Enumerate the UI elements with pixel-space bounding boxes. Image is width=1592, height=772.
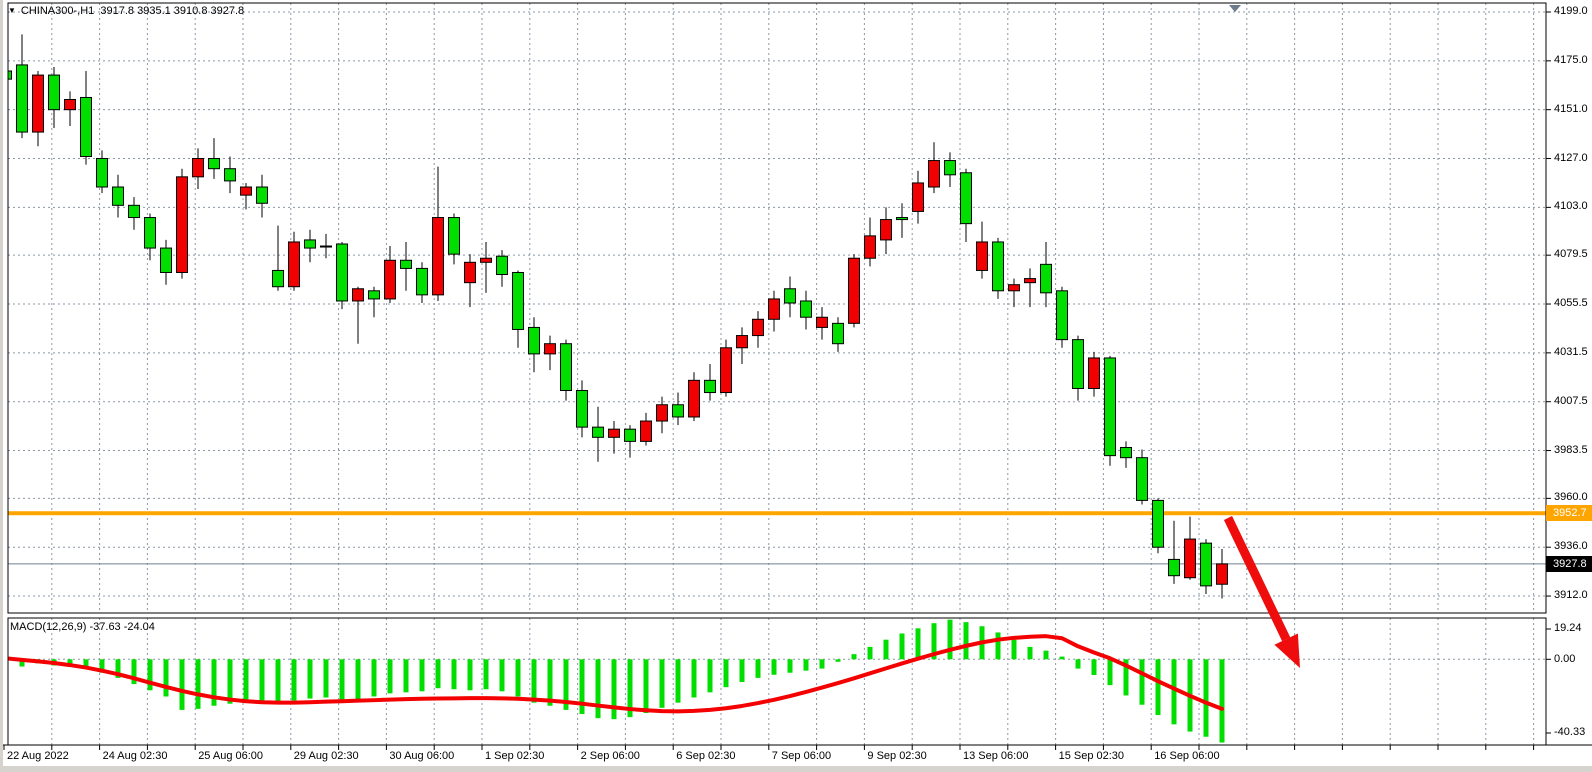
price-axis-label: 4055.5	[1554, 297, 1588, 310]
time-axis-label: 6 Sep 02:30	[676, 750, 736, 762]
price-axis-label: 4175.0	[1554, 53, 1588, 66]
price-axis-label: 4199.0	[1554, 5, 1588, 17]
macd-signal-line	[8, 634, 1224, 714]
trend-arrow-shaft	[1223, 516, 1291, 642]
trend-arrow-head	[1274, 633, 1300, 668]
time-axis-label: 30 Aug 06:00	[389, 750, 455, 762]
macd-values: -37.63 -24.04	[89, 621, 155, 633]
time-axis-label: 22 Aug 2022	[7, 750, 69, 762]
time-axis-label: 9 Sep 02:30	[867, 750, 927, 762]
candles	[8, 34, 1228, 599]
macd-scale-label: 19.24	[1554, 622, 1582, 634]
horizontal-price-line	[8, 511, 1546, 516]
macd-series	[8, 619, 1225, 743]
hline-price-tag[interactable]: 3952.7	[1546, 505, 1592, 522]
price-axis-label: 4103.0	[1554, 200, 1588, 213]
time-axis-label: 29 Aug 02:30	[293, 750, 359, 762]
chart-shift-marker-icon	[1229, 5, 1241, 12]
price-axis-label: 4031.5	[1554, 345, 1588, 358]
ohlc-values: 3917.8 3935.1 3910.8 3927.8	[100, 5, 245, 17]
time-axis-label: 13 Sep 06:00	[963, 750, 1029, 762]
time-axis-label: 7 Sep 06:00	[771, 750, 832, 762]
price-axis-label: 4151.0	[1554, 102, 1588, 115]
time-axis-label: 15 Sep 02:30	[1058, 750, 1125, 762]
window-left-edge	[0, 0, 3, 772]
price-axis-label: 3960.0	[1554, 491, 1588, 504]
price-axis-label: 3936.0	[1554, 540, 1588, 553]
price-axis-label: 4127.0	[1554, 151, 1588, 164]
symbol-ohlc-header: ▼ CHINA300-,H1 3917.8 3935.1 3910.8 3927.…	[8, 5, 244, 17]
time-axis-label: 24 Aug 02:30	[102, 750, 168, 762]
symbol-timeframe-label: CHINA300-,H1	[20, 5, 95, 17]
time-axis-label: 1 Sep 02:30	[485, 750, 545, 762]
time-axis-label: 2 Sep 06:00	[580, 750, 640, 762]
price-axis-label: 4007.5	[1554, 394, 1588, 407]
time-axis-label: 25 Aug 06:00	[198, 750, 264, 762]
time-axis-label: 16 Sep 06:00	[1154, 750, 1220, 762]
macd-indicator-label: MACD(12,26,9) -37.63 -24.04	[10, 621, 155, 633]
macd-name: MACD(12,26,9)	[10, 621, 87, 633]
window-bottom-edge	[0, 766, 1592, 772]
price-axis-label: 3912.0	[1554, 589, 1588, 602]
bid-price-tag[interactable]: 3927.8	[1546, 555, 1592, 572]
symbol-dropdown-icon[interactable]: ▼	[8, 6, 16, 15]
price-axis-label: 4079.5	[1554, 248, 1588, 261]
macd-scale-label: 0.00	[1554, 652, 1576, 665]
price-axis-label: 3983.5	[1554, 443, 1588, 456]
macd-scale-label: -40.33	[1554, 726, 1586, 738]
